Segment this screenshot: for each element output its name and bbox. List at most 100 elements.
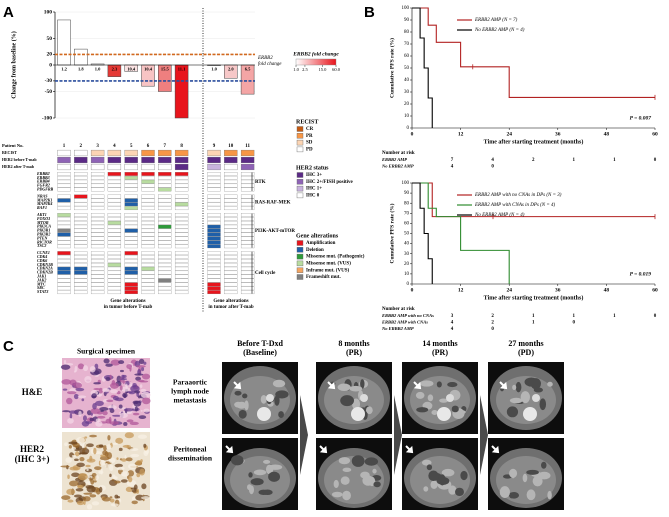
micrograph-texture xyxy=(140,391,151,399)
gene-cell xyxy=(224,244,238,249)
y-tick-label: 40 xyxy=(404,78,410,83)
micrograph-texture xyxy=(116,466,125,471)
micrograph-texture xyxy=(62,410,71,413)
annotation: P = 0.007 xyxy=(630,115,652,121)
footer-label: in tumor before T-mab xyxy=(104,305,153,310)
patient-label: Patient No. xyxy=(2,143,24,148)
ct-texture xyxy=(260,394,267,404)
timepoint-label: (PD) xyxy=(518,348,534,357)
gene-cell xyxy=(74,202,88,207)
gene-cell xyxy=(57,194,71,199)
micrograph-texture xyxy=(121,458,127,462)
ct-texture xyxy=(274,395,280,406)
status-cell xyxy=(158,149,172,157)
ct-texture xyxy=(419,380,434,387)
ct-texture xyxy=(447,382,458,388)
y-tick-label: 30 xyxy=(404,90,410,95)
gene-cell xyxy=(207,282,221,287)
gene-cell xyxy=(240,270,255,275)
micrograph-texture xyxy=(123,408,134,412)
micrograph-texture xyxy=(69,413,73,420)
gene-cell xyxy=(224,194,238,199)
gene-cell xyxy=(158,266,172,271)
gene-cell xyxy=(174,244,189,249)
gene-cell xyxy=(90,194,105,199)
ct-texture xyxy=(509,468,518,478)
gene-cell xyxy=(158,217,172,221)
risk-row-label: ERBB2 AMP with no CNAs xyxy=(381,313,434,318)
gene-cell xyxy=(240,232,255,237)
legend-label: ERBB2 AMP with no CNAs in DPs (N = 3) xyxy=(474,193,562,198)
micrograph-texture xyxy=(118,404,123,409)
micrograph-texture xyxy=(89,494,97,498)
gene-cell xyxy=(158,220,172,225)
y-tick-label: 20 xyxy=(404,262,410,267)
gene-cell xyxy=(124,290,138,295)
gene-cell xyxy=(141,270,155,275)
micrograph-texture xyxy=(66,391,77,395)
micrograph-texture xyxy=(129,421,139,426)
y-tick-label: 90 xyxy=(404,18,410,23)
gene-cell xyxy=(224,286,238,291)
micrograph-texture xyxy=(136,488,140,494)
gene-cell xyxy=(158,278,172,283)
timepoint-label: (PR) xyxy=(346,348,362,357)
status-cell xyxy=(74,149,88,157)
gene-cell xyxy=(174,286,189,291)
gene-cell xyxy=(74,236,88,241)
micrograph-texture xyxy=(143,450,149,457)
gene-label: AKT1 xyxy=(36,212,47,217)
gene-cell xyxy=(158,198,172,203)
ct-arrow xyxy=(327,381,336,390)
gene-cell xyxy=(158,183,172,188)
gene-cell xyxy=(174,290,189,295)
y-tick-label: 50 xyxy=(47,36,53,42)
y-tick-label: 10 xyxy=(404,114,410,119)
gene-cell xyxy=(57,266,71,271)
gene-label: CDKN2A xyxy=(37,266,53,271)
ct-texture xyxy=(438,474,446,486)
ct-texture xyxy=(451,405,459,413)
gene-cell xyxy=(207,228,221,233)
gene-cell xyxy=(240,213,255,217)
micrograph-texture xyxy=(71,454,76,458)
gene-cell xyxy=(74,240,88,245)
gene-cell xyxy=(124,251,138,256)
gene-cell xyxy=(240,183,255,188)
gene-cell xyxy=(90,217,105,221)
micrograph-texture xyxy=(133,400,142,407)
legend-title: RECIST xyxy=(296,119,318,125)
ct-texture xyxy=(530,378,541,390)
legend-label: SD xyxy=(306,141,313,146)
micrograph-texture xyxy=(118,447,123,452)
micrograph-texture xyxy=(73,370,77,373)
gene-cell xyxy=(57,213,71,217)
gene-cell xyxy=(124,206,138,211)
gene-cell xyxy=(141,274,155,279)
ct-texture xyxy=(526,469,539,475)
gene-cell xyxy=(224,206,238,211)
patient-number: 11 xyxy=(245,144,250,149)
legend-swatch xyxy=(296,267,304,273)
ct-texture xyxy=(265,464,274,475)
ct-texture xyxy=(349,385,363,392)
gene-label: TSC2 xyxy=(37,243,46,248)
ct-texture xyxy=(415,391,425,399)
ct-texture xyxy=(541,461,547,469)
micrograph-texture xyxy=(109,382,119,389)
gene-cell xyxy=(224,217,238,221)
stain-label: (IHC 3+) xyxy=(15,454,50,464)
micrograph-texture xyxy=(84,375,92,383)
micrograph-texture xyxy=(99,459,106,466)
x-axis-label: Time after starting treatment (months) xyxy=(484,138,584,145)
ct-texture xyxy=(340,395,355,407)
status-cell xyxy=(57,156,71,164)
micrograph-texture xyxy=(143,408,150,413)
gene-cell xyxy=(158,179,172,184)
micrograph-texture xyxy=(73,382,82,389)
micrograph-texture xyxy=(127,463,137,470)
micrograph-texture xyxy=(94,363,99,370)
ct-texture xyxy=(364,457,379,466)
panel-label: C xyxy=(3,338,14,355)
micrograph-texture xyxy=(75,488,84,492)
